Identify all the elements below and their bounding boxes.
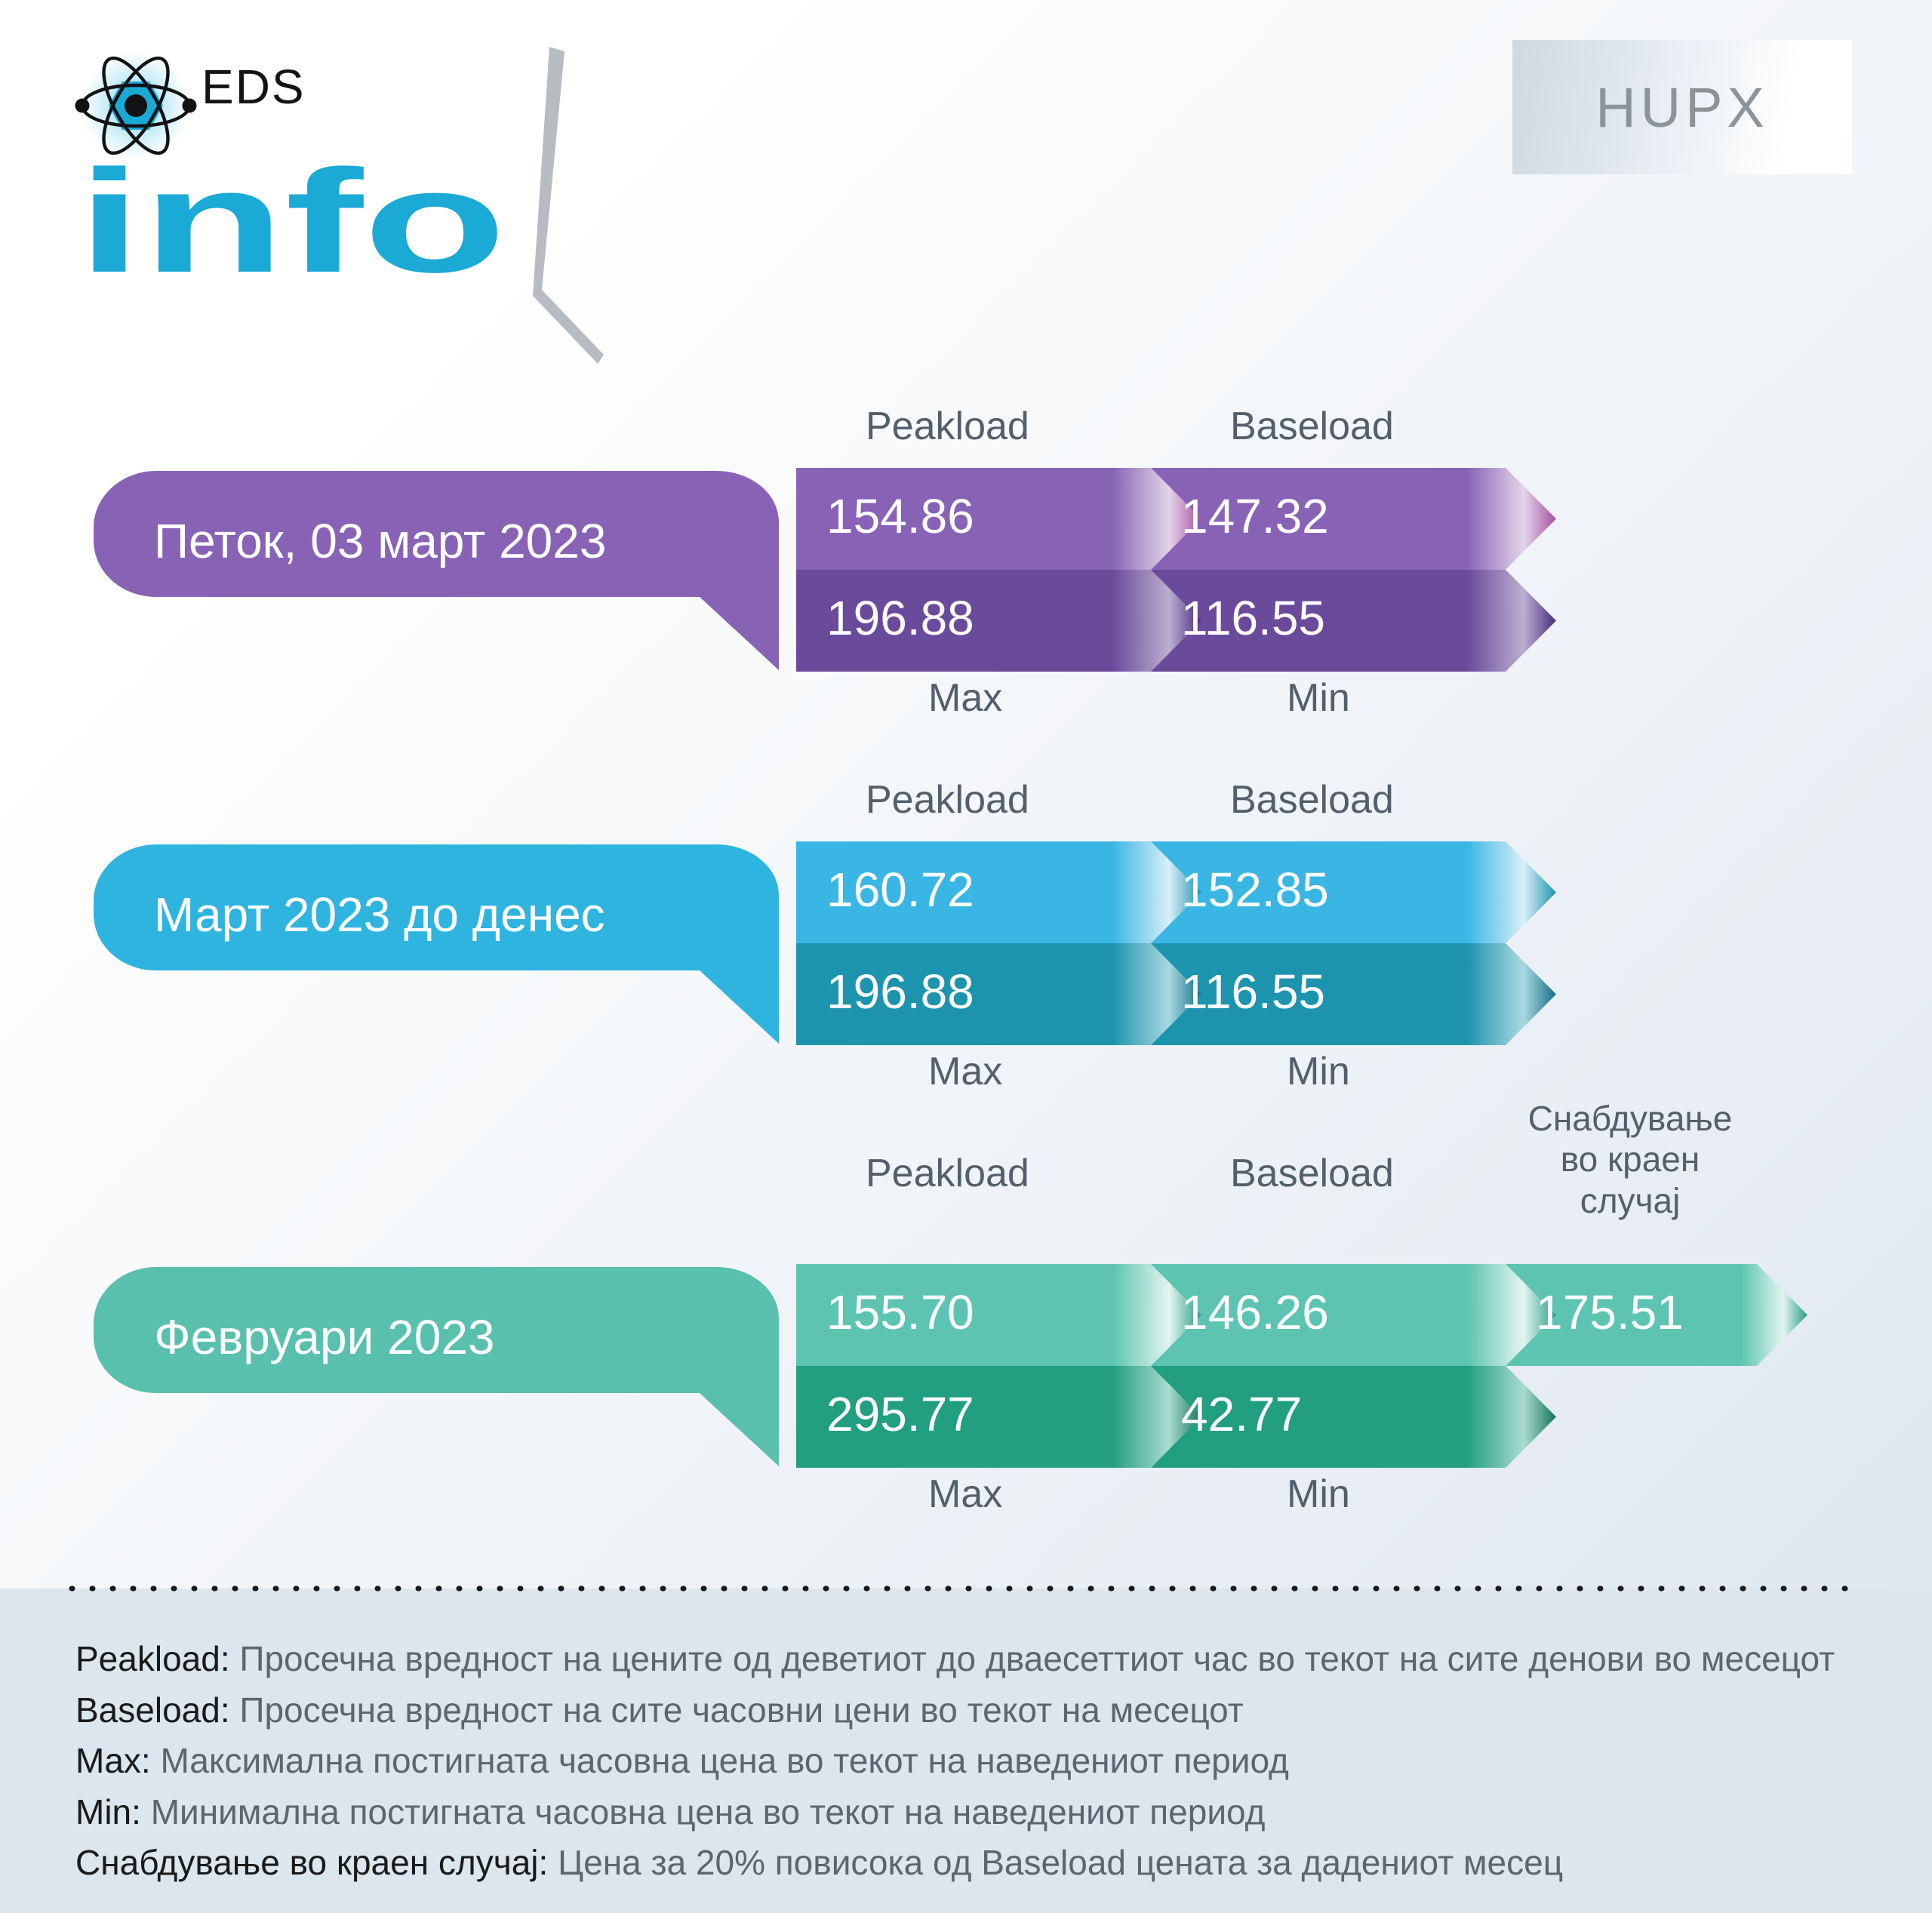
svg-text:42.77: 42.77: [1181, 1387, 1302, 1441]
svg-text:196.88: 196.88: [826, 964, 974, 1019]
svg-text:155.70: 155.70: [826, 1285, 974, 1339]
svg-text:Март 2023 до денес: Март 2023 до денес: [154, 887, 605, 942]
svg-text:160.72: 160.72: [826, 863, 974, 917]
svg-text:Петок, 03 март 2023: Петок, 03 март 2023: [154, 514, 606, 568]
svg-text:196.88: 196.88: [826, 591, 974, 645]
svg-text:147.32: 147.32: [1181, 489, 1329, 543]
svg-text:116.55: 116.55: [1181, 964, 1325, 1019]
svg-text:Февруари 2023: Февруари 2023: [154, 1310, 495, 1364]
svg-text:295.77: 295.77: [826, 1387, 974, 1441]
svg-text:116.55: 116.55: [1181, 591, 1325, 645]
svg-text:154.86: 154.86: [826, 489, 974, 543]
svg-text:146.26: 146.26: [1181, 1285, 1329, 1339]
svg-text:175.51: 175.51: [1536, 1285, 1684, 1339]
svg-text:152.85: 152.85: [1181, 863, 1329, 917]
